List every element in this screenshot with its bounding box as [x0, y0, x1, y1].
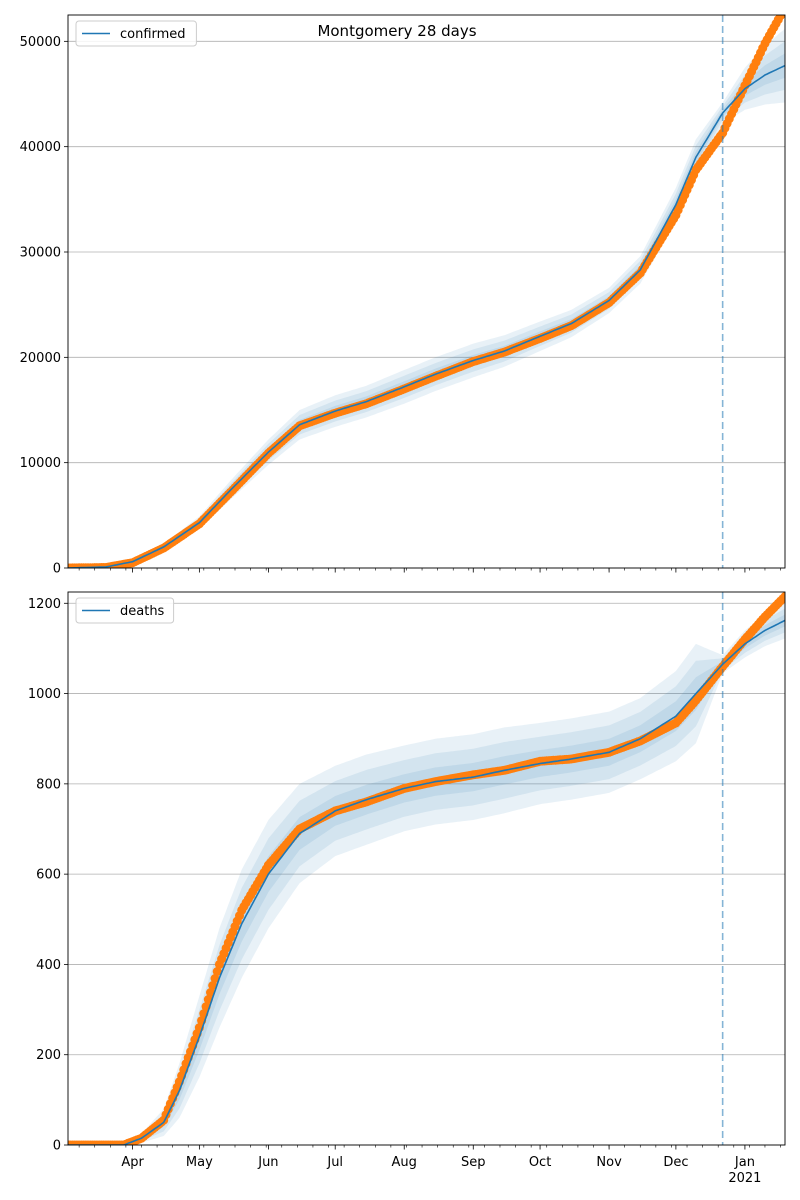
y-tick-label: 20000: [20, 351, 61, 366]
confirmed-panel: 0 10000 20000 30000 40000 50000 confirmed: [20, 3, 790, 577]
deaths-panel: 0 200 400 600 800 1000 1200 Apr May Jun Jul Aug Sep O…: [28, 591, 786, 1186]
observed-point: [781, 3, 790, 12]
observed-point: [780, 592, 785, 601]
y-tick-label: 800: [36, 777, 61, 792]
uncertainty-band-3: [68, 614, 785, 1145]
axes-frame: [67, 14, 786, 569]
observed-point: [212, 967, 222, 976]
x-tick-label: Nov: [596, 1155, 622, 1170]
uncertainty-band-1: [68, 602, 785, 1145]
model-line: [68, 64, 785, 568]
y-tick-label: 50000: [20, 35, 61, 50]
observed-point: [206, 988, 215, 997]
observed-point: [208, 981, 218, 990]
legend-label: deaths: [120, 604, 165, 619]
x-tick-label: Apr: [121, 1155, 144, 1170]
y-tick-label: 10000: [20, 456, 61, 471]
y-tick-label: 40000: [20, 140, 61, 155]
uncertainty-band-2: [68, 41, 785, 568]
legend: confirmed: [75, 20, 197, 47]
plot-area: [68, 592, 785, 1145]
uncertainty-band-2: [68, 608, 785, 1145]
x-year-label: 2021: [728, 1171, 761, 1186]
x-tick-label: Dec: [663, 1155, 688, 1170]
y-tick-label: 1000: [28, 687, 61, 702]
observed-point: [776, 15, 785, 21]
y-tick-label: 600: [36, 868, 61, 883]
y-tick-label: 0: [53, 562, 61, 577]
x-tick-label: Aug: [392, 1155, 417, 1170]
y-tick-label: 400: [36, 958, 61, 973]
x-tick-label: Sep: [461, 1155, 486, 1170]
x-tick-label: Jun: [257, 1155, 278, 1170]
y-tick-label: 0: [53, 1139, 61, 1154]
x-tick-label: May: [186, 1155, 213, 1170]
y-tick-label: 200: [36, 1048, 61, 1063]
y-tick-label: 30000: [20, 246, 61, 261]
plot-area: [68, 3, 790, 568]
x-tick-label: Oct: [529, 1155, 551, 1170]
uncertainty-band-1: [68, 28, 785, 568]
axes-frame: [67, 591, 786, 1146]
observed-point: [210, 974, 220, 983]
legend-label: confirmed: [120, 27, 186, 42]
model-line: [68, 619, 785, 1145]
x-tick-label: Jul: [326, 1155, 343, 1170]
figure-title: Montgomery 28 days: [317, 22, 476, 40]
y-tick-label: 1200: [28, 597, 61, 612]
x-tick-label: Jan: [734, 1155, 755, 1170]
uncertainty-band-3: [68, 53, 785, 568]
legend: deaths: [75, 597, 175, 624]
